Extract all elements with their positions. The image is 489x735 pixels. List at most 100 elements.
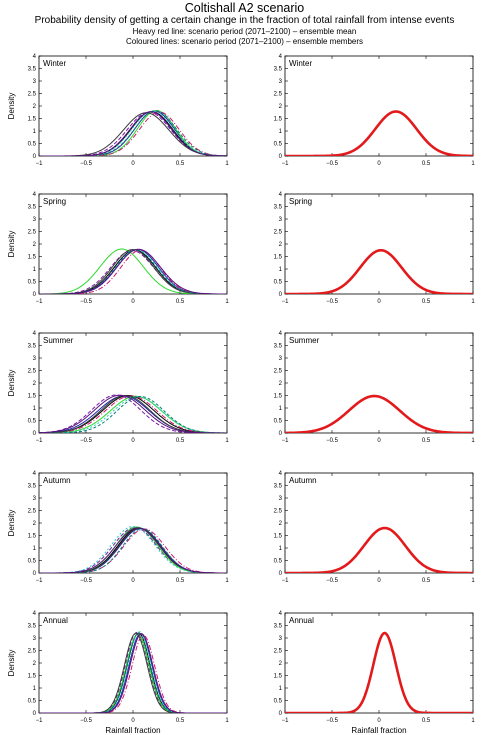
y-tick-label: 0 [279, 711, 283, 717]
x-tick-label: −1 [282, 578, 290, 584]
season-label: Winter [289, 59, 312, 68]
x-tick-label: −1 [282, 299, 290, 305]
y-tick-label: 3 [33, 79, 37, 85]
x-tick-label: 1 [225, 438, 229, 444]
x-tick-label: 1 [471, 578, 475, 584]
ensemble-member-line [39, 528, 227, 573]
ensemble-member-line [39, 528, 227, 573]
legend-note-mean: Heavy red line: scenario period (2071–21… [132, 27, 357, 36]
y-tick-label: 1.5 [274, 255, 283, 261]
x-axis-label: Rainfall fraction [105, 726, 160, 735]
ensemble-member-line [39, 110, 227, 156]
x-tick-label: 0 [131, 161, 135, 167]
y-tick-label: 3.5 [28, 205, 37, 211]
main-title: Coltishall A2 scenario [184, 1, 305, 15]
y-tick-label: 2 [279, 661, 283, 667]
y-tick-label: 3.5 [274, 344, 283, 350]
y-tick-label: 2.5 [274, 509, 283, 515]
ensemble-member-line [39, 395, 227, 433]
y-tick-label: 4 [33, 611, 37, 617]
x-tick-label: 0 [377, 299, 381, 305]
x-tick-label: −1 [282, 718, 290, 724]
panel-autumn-mean: 0 0.5 1 1.5 2 2.5 3 3.5 4 −1 −0.5 0 0.5 1 Autumn [274, 471, 476, 584]
panel-winter-members: 0 0.5 1 1.5 2 2.5 3 3.5 4 −1 −0.5 0 0.5 1 Winter Densit… [7, 54, 229, 167]
y-tick-label: 4 [279, 471, 283, 477]
x-tick-label: −0.5 [326, 299, 339, 305]
y-tick-label: 2.5 [28, 230, 37, 236]
y-tick-label: 3 [279, 217, 283, 223]
y-tick-label: 1 [279, 686, 283, 692]
x-tick-label: 0.5 [422, 161, 431, 167]
x-axis-label: Rainfall fraction [351, 726, 406, 735]
y-tick-label: 3.5 [274, 484, 283, 490]
y-tick-label: 4 [33, 192, 37, 198]
x-tick-label: 1 [471, 718, 475, 724]
ensemble-member-line [39, 527, 227, 573]
panel-summer-members: 0 0.5 1 1.5 2 2.5 3 3.5 4 −1 −0.5 0 0.5 1 Summer Densit… [7, 331, 229, 444]
ensemble-member-line [39, 248, 227, 294]
y-tick-label: 3 [279, 356, 283, 362]
y-tick-label: 3 [279, 79, 283, 85]
x-tick-label: −0.5 [326, 161, 339, 167]
x-tick-label: 1 [225, 578, 229, 584]
x-tick-label: 1 [225, 299, 229, 305]
y-axis-label: Density [7, 370, 16, 397]
ensemble-member-line [39, 248, 227, 294]
ensemble-member-line [39, 527, 227, 573]
y-tick-label: 0 [279, 292, 283, 298]
ensemble-member-line [39, 395, 227, 433]
x-tick-label: −0.5 [80, 578, 93, 584]
x-tick-label: 0 [131, 299, 135, 305]
y-tick-label: 2.5 [274, 92, 283, 98]
x-tick-label: 0.5 [176, 161, 185, 167]
ensemble-member-line [39, 632, 227, 713]
x-tick-label: −0.5 [80, 438, 93, 444]
ensemble-member-line [39, 110, 227, 156]
x-tick-label: 0.5 [422, 299, 431, 305]
y-tick-label: 2 [33, 661, 37, 667]
x-tick-label: −1 [36, 299, 44, 305]
ensemble-mean-line [285, 526, 473, 573]
ensemble-member-line [39, 249, 227, 294]
x-tick-label: 1 [225, 161, 229, 167]
panel-summer-mean: 0 0.5 1 1.5 2 2.5 3 3.5 4 −1 −0.5 0 0.5 1 Summer [274, 331, 476, 444]
y-axis-label: Density [7, 231, 16, 258]
ensemble-member-line [39, 249, 227, 294]
ensemble-member-line [39, 249, 227, 294]
y-tick-label: 1.5 [274, 674, 283, 680]
x-tick-label: −1 [36, 161, 44, 167]
y-tick-label: 1.5 [28, 117, 37, 123]
ensemble-member-line [39, 394, 227, 433]
ensemble-member-line [39, 395, 227, 433]
x-tick-label: 1 [471, 161, 475, 167]
y-tick-label: 2 [33, 104, 37, 110]
y-tick-label: 0 [33, 154, 37, 160]
ensemble-member-line [39, 396, 227, 433]
y-tick-label: 2 [279, 521, 283, 527]
y-tick-label: 2.5 [28, 509, 37, 515]
y-tick-label: 1.5 [274, 534, 283, 540]
x-tick-label: −0.5 [326, 718, 339, 724]
x-tick-label: 0 [377, 438, 381, 444]
y-tick-label: 1 [33, 686, 37, 692]
y-tick-label: 1.5 [28, 255, 37, 261]
y-tick-label: 1.5 [28, 674, 37, 680]
y-tick-label: 2.5 [274, 649, 283, 655]
y-tick-label: 0.5 [274, 559, 283, 565]
x-tick-label: 1 [225, 718, 229, 724]
plot-frame [38, 332, 228, 434]
y-tick-label: 0 [33, 292, 37, 298]
y-axis-label: Density [7, 510, 16, 537]
y-tick-label: 3 [33, 217, 37, 223]
y-tick-label: 3.5 [28, 344, 37, 350]
y-tick-label: 0 [33, 571, 37, 577]
y-tick-label: 3.5 [274, 205, 283, 211]
x-tick-label: −0.5 [326, 438, 339, 444]
ensemble-member-line [39, 110, 227, 156]
y-tick-label: 3 [33, 356, 37, 362]
y-tick-label: 2.5 [274, 369, 283, 375]
y-tick-label: 0.5 [28, 419, 37, 425]
y-tick-label: 0.5 [274, 280, 283, 286]
subtitle: Probability density of getting a certain… [34, 15, 455, 26]
